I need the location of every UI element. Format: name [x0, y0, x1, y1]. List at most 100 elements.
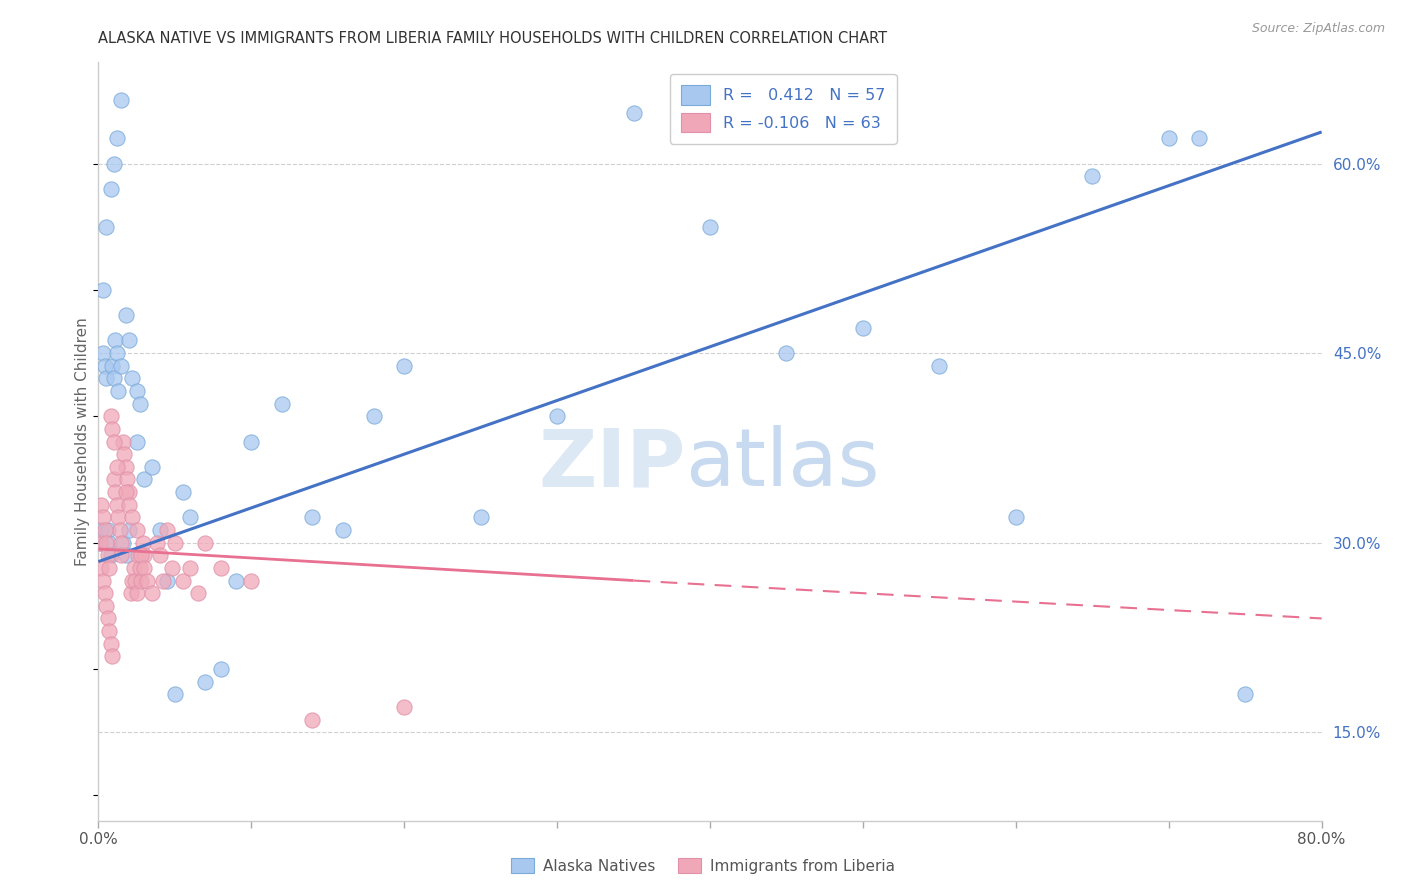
Point — [136, 574, 159, 588]
Point — [775, 346, 797, 360]
Point — [363, 409, 385, 424]
Legend: Alaska Natives, Immigrants from Liberia: Alaska Natives, Immigrants from Liberia — [505, 852, 901, 880]
Point — [1004, 510, 1026, 524]
Point — [98, 561, 121, 575]
Point — [225, 574, 247, 588]
Point — [100, 182, 122, 196]
Point — [94, 371, 117, 385]
Point — [89, 535, 111, 549]
Point — [124, 574, 146, 588]
Point — [172, 485, 194, 500]
Point — [470, 510, 492, 524]
Point — [1081, 169, 1104, 184]
Text: ZIP: ZIP — [538, 425, 686, 503]
Point — [129, 574, 152, 588]
Point — [149, 523, 172, 537]
Point — [125, 523, 148, 537]
Point — [91, 510, 114, 524]
Point — [121, 510, 143, 524]
Point — [240, 574, 263, 588]
Point — [301, 510, 323, 524]
Point — [132, 535, 155, 549]
Point — [1188, 131, 1211, 145]
Point — [97, 548, 120, 563]
Point — [163, 687, 186, 701]
Point — [163, 535, 186, 549]
Point — [127, 548, 149, 563]
Point — [115, 548, 138, 563]
Point — [93, 586, 115, 600]
Point — [110, 359, 132, 373]
Point — [152, 574, 174, 588]
Point — [90, 561, 112, 575]
Point — [91, 574, 114, 588]
Point — [187, 586, 209, 600]
Point — [94, 219, 117, 234]
Point — [94, 599, 117, 613]
Text: Source: ZipAtlas.com: Source: ZipAtlas.com — [1251, 22, 1385, 36]
Point — [103, 156, 125, 170]
Point — [623, 106, 645, 120]
Point — [121, 371, 143, 385]
Point — [118, 485, 141, 500]
Point — [90, 523, 112, 537]
Point — [128, 396, 150, 410]
Point — [852, 321, 875, 335]
Point — [332, 523, 354, 537]
Point — [546, 409, 568, 424]
Point — [149, 548, 172, 563]
Point — [111, 535, 134, 549]
Point — [209, 561, 232, 575]
Point — [97, 523, 120, 537]
Point — [128, 561, 150, 575]
Point — [392, 699, 416, 714]
Point — [118, 523, 141, 537]
Point — [145, 535, 167, 549]
Point — [105, 498, 128, 512]
Point — [125, 434, 148, 449]
Point — [125, 384, 148, 398]
Point — [105, 459, 128, 474]
Point — [91, 346, 114, 360]
Point — [129, 548, 152, 563]
Y-axis label: Family Households with Children: Family Households with Children — [75, 318, 90, 566]
Point — [94, 535, 117, 549]
Point — [928, 359, 950, 373]
Point — [240, 434, 263, 449]
Point — [117, 473, 139, 487]
Point — [122, 561, 145, 575]
Point — [101, 649, 124, 664]
Point — [125, 586, 148, 600]
Point — [108, 523, 131, 537]
Point — [141, 459, 163, 474]
Point — [112, 447, 135, 461]
Text: atlas: atlas — [686, 425, 880, 503]
Point — [105, 131, 128, 145]
Point — [156, 574, 179, 588]
Point — [1157, 131, 1180, 145]
Point — [93, 359, 115, 373]
Point — [121, 574, 143, 588]
Point — [115, 485, 138, 500]
Point — [209, 662, 232, 676]
Point — [103, 473, 125, 487]
Point — [104, 334, 127, 348]
Point — [89, 535, 111, 549]
Point — [107, 384, 129, 398]
Point — [156, 523, 179, 537]
Point — [134, 473, 156, 487]
Point — [699, 219, 721, 234]
Point — [101, 422, 124, 436]
Point — [107, 510, 129, 524]
Point — [118, 334, 141, 348]
Point — [103, 371, 125, 385]
Point — [194, 674, 217, 689]
Legend: R =   0.412   N = 57, R = -0.106   N = 63: R = 0.412 N = 57, R = -0.106 N = 63 — [671, 74, 897, 144]
Point — [120, 586, 142, 600]
Point — [110, 535, 132, 549]
Point — [134, 561, 156, 575]
Point — [91, 283, 114, 297]
Point — [392, 359, 416, 373]
Point — [179, 561, 201, 575]
Point — [110, 548, 132, 563]
